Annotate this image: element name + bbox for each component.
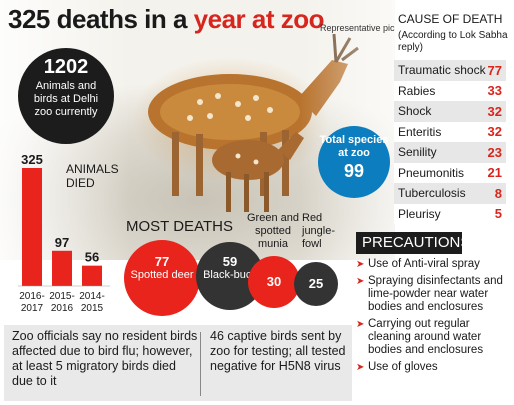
cause-value: 8 <box>494 185 502 201</box>
bubble-value: 77 <box>154 254 170 269</box>
arrow-icon: ➤ <box>356 276 365 287</box>
cause-label: Tuberculosis <box>398 186 466 201</box>
cause-of-death-table: Traumatic shock 77 Rabies 33 Shock 32 Enteriti… <box>394 60 506 224</box>
cause-of-death-title: CAUSE OF DEATH <box>398 12 503 26</box>
cause-row: Senility 23 <box>394 142 506 163</box>
bar-category-label: 2016 <box>51 303 74 314</box>
arrow-icon: ➤ <box>356 259 365 270</box>
animals-count-label: Animals and birds at Delhi zoo currently <box>33 80 99 118</box>
cause-value: 32 <box>487 124 502 140</box>
jungle-fowl-label: Red jungle-fowl <box>302 212 336 250</box>
bubble-munia: 30 <box>248 256 300 308</box>
cause-row: Pneumonitis 21 <box>394 162 506 183</box>
arrow-icon: ➤ <box>356 319 365 330</box>
notes-divider <box>200 332 201 396</box>
animals-count: 1202 <box>43 56 89 78</box>
bubble-spotted-deer: 77 Spotted deer <box>124 240 200 316</box>
cause-value: 33 <box>487 83 502 99</box>
cause-row: Rabies 33 <box>394 80 506 101</box>
precaution-item: ➤ Use of Anti-viral spray <box>356 258 512 271</box>
animals-died-title: ANIMALS DIED <box>66 162 119 190</box>
cause-label: Senility <box>398 145 437 160</box>
precautions-list: ➤ Use of Anti-viral spray ➤ Spraying disinf… <box>356 258 512 378</box>
bubble-value: 25 <box>308 276 324 291</box>
bubble-value: 30 <box>266 274 282 289</box>
bar-category-label: 2017 <box>21 303 44 314</box>
cause-label: Pleurisy <box>398 206 441 221</box>
cause-row: Traumatic shock 77 <box>394 60 506 81</box>
bubble-label: Spotted deer <box>130 269 194 281</box>
bar-2014-2015 <box>82 265 102 286</box>
total-species-count: 99 <box>343 161 365 181</box>
cause-row: Enteritis 32 <box>394 121 506 142</box>
bubble-jungle-fowl: 25 <box>294 262 338 306</box>
cause-label: Shock <box>398 104 432 119</box>
note-bird-flu: Zoo officials say no resident birds affe… <box>12 329 198 388</box>
bar-value-label: 97 <box>55 235 69 250</box>
cause-value: 77 <box>487 62 502 78</box>
bar-2015-2016 <box>52 250 72 286</box>
precaution-item: ➤ Carrying out regular cleaning around wa… <box>356 318 512 357</box>
title-main: 325 deaths in a <box>8 4 194 34</box>
cause-row: Pleurisy 5 <box>394 203 506 224</box>
bubble-label: Black-buck <box>203 269 257 281</box>
cause-label: Pneumonitis <box>398 165 465 180</box>
bar-value-label: 56 <box>85 250 99 265</box>
precaution-text: Use of gloves <box>368 361 438 373</box>
precaution-item: ➤ Use of gloves <box>356 361 512 374</box>
bar-category-label: 2015 <box>81 303 104 314</box>
precautions-heading: PRECAUTIONS <box>356 232 470 254</box>
cause-value: 5 <box>494 206 502 222</box>
arrow-icon: ➤ <box>356 362 365 373</box>
bar-value-label: 325 <box>21 152 43 167</box>
photo-credit: Representative pic <box>320 23 395 33</box>
cause-label: Traumatic shock <box>398 63 486 78</box>
cause-row: Tuberculosis 8 <box>394 183 506 204</box>
title-accent: year at zoo <box>193 4 325 34</box>
note-birds-tested: 46 captive birds sent by zoo for testing… <box>210 329 346 373</box>
cause-row: Shock 32 <box>394 101 506 122</box>
total-species-badge: Total species at zoo 99 <box>318 126 390 198</box>
total-species-label: Total species at zoo <box>319 134 389 159</box>
bar-category-label: 2016- <box>19 291 45 302</box>
bar-category-label: 2015- <box>49 291 75 302</box>
cause-value: 21 <box>487 165 502 181</box>
cause-of-death-note: (According to Lok Sabha reply) <box>398 30 508 53</box>
animals-count-badge: 1202 Animals and birds at Delhi zoo curr… <box>18 48 114 144</box>
precaution-text: Use of Anti-viral spray <box>368 258 480 270</box>
precaution-text: Spraying disinfectants and lime-powder n… <box>368 275 503 313</box>
page-title: 325 deaths in a year at zoo <box>8 4 324 35</box>
bar-category-label: 2014- <box>79 291 105 302</box>
munia-label: Green and spotted munia <box>247 212 299 250</box>
cause-label: Enteritis <box>398 124 442 139</box>
most-deaths-title: MOST DEATHS <box>126 218 233 235</box>
cause-label: Rabies <box>398 83 436 98</box>
bar-2016-2017 <box>22 168 42 286</box>
precaution-text: Carrying out regular cleaning around wat… <box>368 318 484 356</box>
precaution-item: ➤ Spraying disinfectants and lime-powder … <box>356 275 512 314</box>
bubble-value: 59 <box>222 254 238 269</box>
notes-box <box>4 325 352 401</box>
cause-value: 23 <box>487 144 502 160</box>
animals-died-chart: 325 2016-2017 97 2015-2016 56 2014-2015 <box>18 152 110 314</box>
cause-value: 32 <box>487 103 502 119</box>
